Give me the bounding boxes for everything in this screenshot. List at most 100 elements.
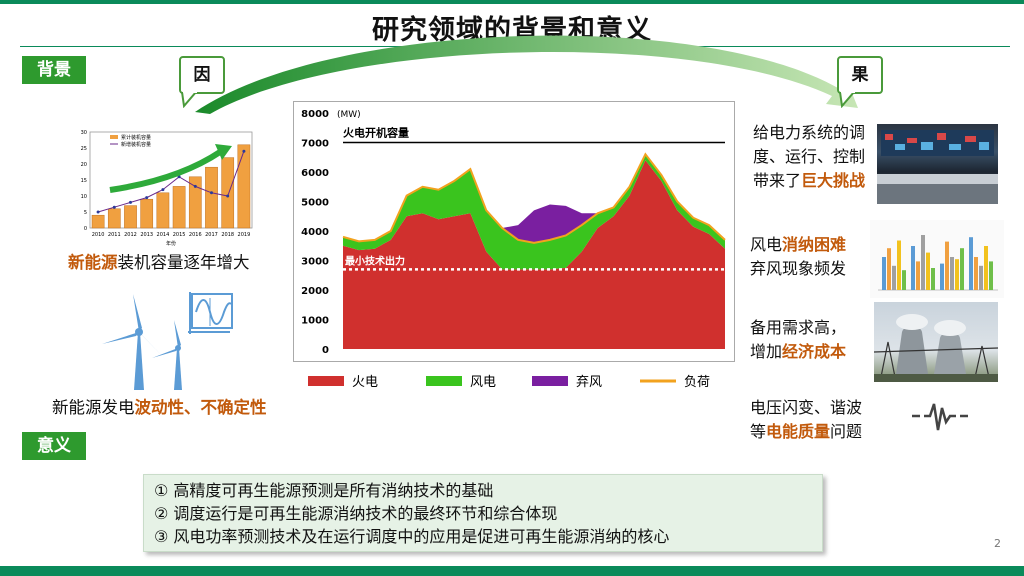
mini-x-tick: 2012 (124, 232, 137, 238)
mini-ratio-point (96, 210, 100, 214)
mini-ratio-point (112, 205, 116, 209)
curtailment-text: 风电消纳困难 弃风现象频发 (750, 233, 846, 281)
thermal-area (343, 160, 725, 349)
thumb-bar (911, 246, 915, 290)
thumb-bar (950, 257, 954, 290)
y-tick-label: 8000 (301, 109, 329, 120)
thumb-bar (955, 259, 959, 290)
reserve-line-1: 备用需求高， (750, 318, 847, 337)
mini-x-tick: 2015 (173, 232, 186, 238)
mini-bar (91, 214, 105, 229)
thumb-bar (916, 261, 920, 290)
cause-bubble-tail (180, 92, 198, 108)
meaning-item-2: ② 调度运行是可再生能源消纳技术的最终环节和综合体现 (154, 504, 558, 523)
mini-x-tick: 2017 (205, 232, 218, 238)
meaning-item-3: ③ 风电功率预测技术及在运行调度中的应用是促进可再生能源消纳的核心 (154, 527, 670, 546)
mini-growth-arrowhead (215, 144, 232, 160)
meaning-tag: 意义 (22, 432, 86, 460)
mini-x-tick: 2010 (92, 232, 105, 238)
min-output-label: 最小技术出力 (345, 254, 405, 267)
thumb-bar (931, 268, 935, 290)
thumb-bar (984, 246, 988, 290)
mini-ratio-point (129, 200, 132, 204)
mini-y-tick: 25 (81, 146, 87, 152)
thumb-bar (887, 248, 891, 290)
y-tick-label: 1000 (301, 316, 329, 327)
mini-bar (221, 157, 235, 229)
mini-y-tick: 5 (84, 210, 87, 216)
thumb-bar (921, 235, 925, 290)
waveform-chart-icon (188, 292, 233, 334)
top-accent-bar (0, 0, 1024, 4)
effect-bubble-tail (838, 92, 856, 108)
mini-ratio-point (161, 188, 165, 192)
mini-legend-label-0: 累计装机容量 (121, 134, 151, 141)
growth-caption-text: 装机容量逐年增大 (117, 253, 250, 272)
power-quality-text: 电压闪变、谐波 等电能质量问题 (750, 396, 862, 444)
mini-bar (172, 186, 186, 229)
power-quality-line-1: 电压闪变、谐波 (750, 398, 863, 417)
mini-x-tick: 2018 (221, 232, 234, 238)
cause-label: 因 (193, 65, 211, 85)
mini-x-tick: 2013 (140, 232, 153, 238)
load-line (342, 152, 726, 244)
mini-x-tick: 2014 (157, 232, 170, 238)
thumb-bar (882, 257, 886, 290)
reserve-line-2: 增加经济成本 (750, 340, 846, 364)
meaning-box: ① 高精度可再生能源预测是所有消纳技术的基础 ② 调度运行是可再生能源消纳技术的… (143, 474, 823, 552)
cause-bubble: 因 (179, 56, 225, 94)
effect-bubble: 果 (837, 56, 883, 94)
load-balance-chart: 8000 7000 6000 5000 4000 3000 2000 1000 0 (MW) 火电开… (301, 109, 726, 356)
mini-growth-arrow (109, 149, 222, 193)
y-tick-label: 0 (322, 345, 329, 356)
y-tick-label: 2000 (301, 286, 329, 297)
curtailment-line-1-highlight: 消纳困难 (782, 235, 847, 254)
thumb-bar (940, 263, 944, 290)
y-tick-label: 6000 (301, 168, 329, 179)
mini-ratio-point (193, 184, 197, 188)
mini-x-label: 年份 (166, 240, 176, 247)
bottom-accent-bar (0, 566, 1024, 576)
power-quality-line-2-pre: 等 (750, 422, 767, 441)
mini-ratio-point (210, 191, 213, 195)
fluctuation-caption-highlight: 波动性、不确定性 (134, 398, 267, 417)
challenge-text: 给电力系统的调度、运行、控制带来了巨大挑战 (753, 121, 873, 193)
mini-bar (156, 192, 170, 229)
curtailment-bar-thumbnail (870, 220, 1004, 298)
mini-ratio-line (97, 151, 245, 213)
wind-area (343, 154, 725, 270)
curtailment-line-1: 风电消纳困难 (750, 233, 846, 257)
mini-x-tick: 2011 (108, 232, 121, 238)
control-room-photo (877, 124, 998, 204)
thumb-bar (892, 265, 896, 290)
thumb-bar (979, 265, 983, 290)
mini-y-tick: 20 (81, 162, 87, 168)
legend-label-2: 弃风 (576, 375, 602, 390)
mini-x-tick: 2019 (238, 232, 251, 238)
curtailment-line-1-text: 风电 (750, 235, 783, 254)
legend-swatch-0 (308, 376, 344, 386)
effect-label: 果 (851, 65, 869, 85)
thumb-bar (974, 257, 978, 290)
thumb-bar (945, 241, 949, 290)
thumb-bar (926, 252, 930, 290)
mini-x-tick: 2016 (189, 232, 202, 238)
thumb-bar (960, 248, 964, 290)
mini-ratio-point (242, 149, 246, 153)
y-tick-label: 3000 (301, 257, 329, 268)
thumb-bar (902, 270, 906, 290)
curtailment-area (343, 154, 725, 243)
mini-y-tick: 0 (84, 226, 87, 232)
y-tick-label: 4000 (301, 227, 329, 238)
power-plant-illustration (874, 314, 998, 382)
legend-label-1: 风电 (470, 375, 496, 390)
legend-label-0: 火电 (352, 375, 378, 390)
power-plant-photo (874, 302, 998, 382)
legend-swatch-2 (532, 376, 568, 386)
mini-ratio-point (226, 194, 230, 198)
mini-bar (124, 205, 137, 229)
mini-bar (107, 208, 121, 229)
meaning-item-1: ① 高精度可再生能源预测是所有消纳技术的基础 (154, 481, 494, 500)
mini-bar (237, 144, 251, 229)
